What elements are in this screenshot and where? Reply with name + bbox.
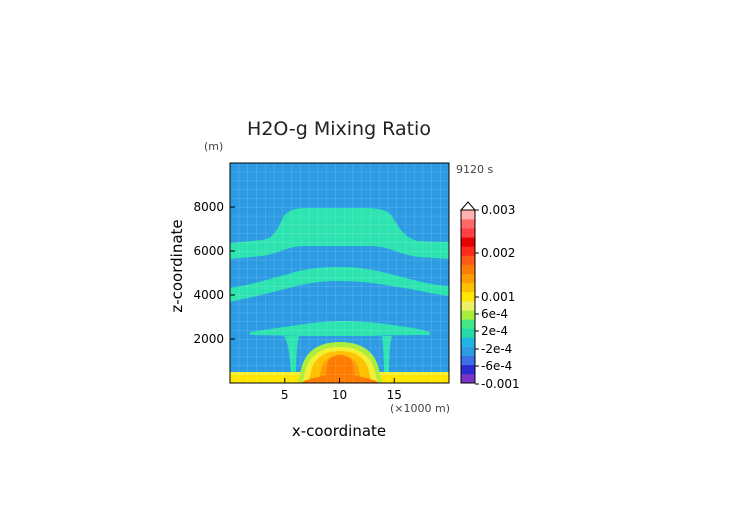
y-axis-label: z-coordinate: [168, 219, 186, 312]
colorbar-extend-arrow: [459, 201, 477, 211]
colorbar-label: 0.002: [481, 246, 515, 260]
colorbar-segment: [461, 355, 475, 366]
y-tick-label: 8000: [193, 200, 224, 214]
colorbar-segment: [461, 373, 475, 384]
y-unit-label: (m): [204, 140, 223, 153]
colorbar-segment: [461, 273, 475, 284]
colorbar-segment: [461, 237, 475, 247]
colorbar-segment: [461, 219, 475, 229]
colorbar-segment: [461, 228, 475, 238]
colorbar: 0.003 0.002 0.001 6e-4 2e-4 -2e-4 -6e-4 -0.001: [459, 201, 520, 391]
x-axis-label: x-coordinate: [292, 422, 386, 440]
colorbar-label: 6e-4: [481, 307, 508, 321]
colorbar-label: 0.001: [481, 290, 515, 304]
colorbar-segment: [461, 319, 475, 329]
colorbar-segment: [461, 282, 475, 293]
colorbar-label: -0.001: [481, 377, 520, 391]
colorbar-label: 0.003: [481, 203, 515, 217]
y-tick-label: 2000: [193, 332, 224, 346]
colorbar-segment: [461, 346, 475, 356]
colorbar-segment: [461, 246, 475, 256]
x-unit-label: (×1000 m): [390, 402, 450, 415]
x-tick-label: 15: [387, 388, 402, 402]
y-tick-label: 6000: [193, 244, 224, 258]
colorbar-label: -6e-4: [481, 359, 512, 373]
x-tick-label: 5: [281, 388, 289, 402]
y-axis: 2000 4000 6000 8000: [193, 200, 235, 346]
colorbar-label: -2e-4: [481, 342, 512, 356]
colorbar-segment: [461, 337, 475, 347]
colorbar-label: 2e-4: [481, 324, 508, 338]
colorbar-segment: [461, 255, 475, 265]
colorbar-segment: [461, 310, 475, 320]
chart-title: H2O-g Mixing Ratio: [247, 118, 431, 140]
colorbar-segment: [461, 264, 475, 275]
colorbar-segment: [461, 291, 475, 302]
colorbar-segment: [461, 328, 475, 338]
x-tick-label: 10: [332, 388, 347, 402]
grid-overlay: [230, 163, 449, 383]
plot-area: [230, 163, 449, 383]
x-axis: 5 10 15: [281, 378, 402, 402]
colorbar-segment: [461, 210, 475, 220]
time-label: 9120 s: [456, 163, 493, 176]
y-tick-label: 4000: [193, 288, 224, 302]
colorbar-segment: [461, 364, 475, 375]
colorbar-segment: [461, 301, 475, 311]
